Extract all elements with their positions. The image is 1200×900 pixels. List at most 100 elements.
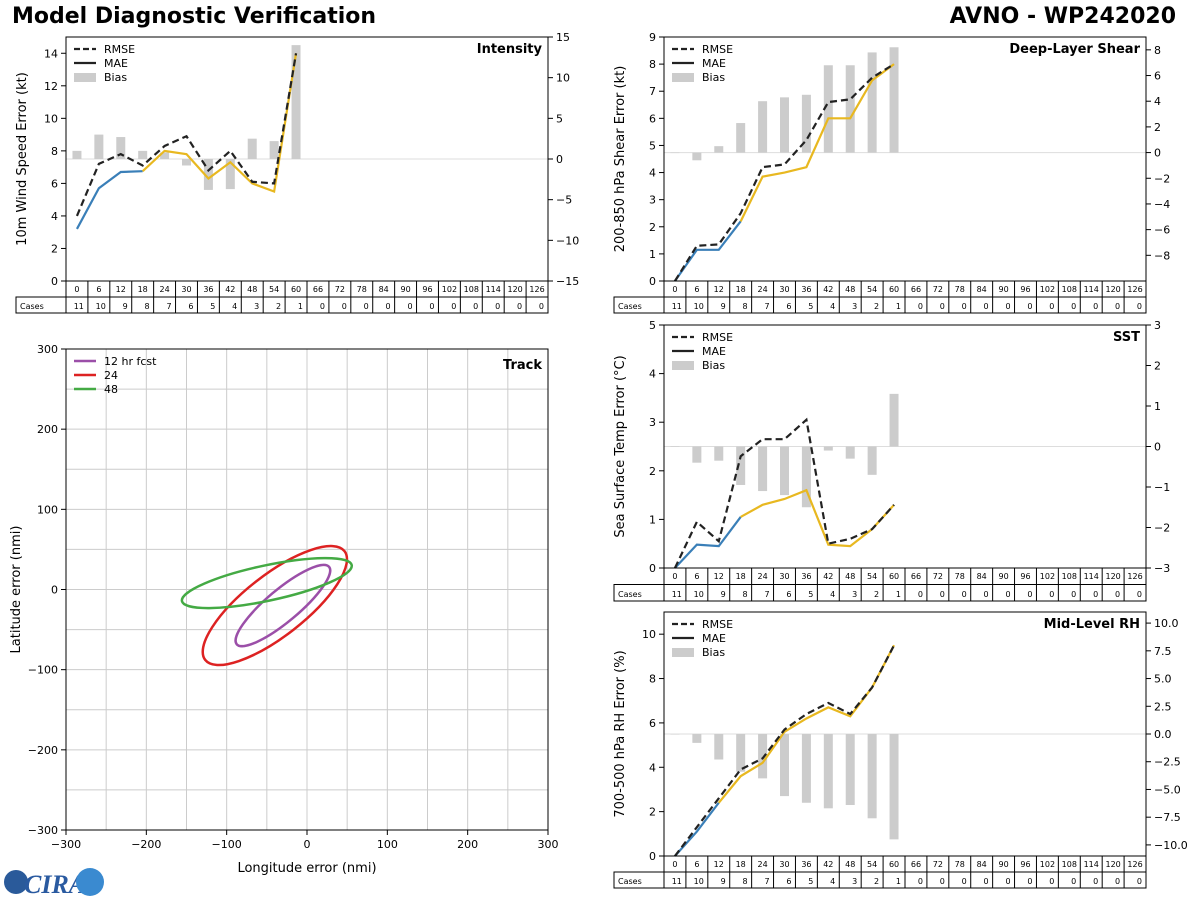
y2-tick-label: −2 <box>1154 522 1170 535</box>
x-tick-label: 66 <box>911 860 921 869</box>
cases-value: 6 <box>188 302 193 311</box>
legend-mae-label: MAE <box>702 632 726 645</box>
page-title: Model Diagnostic Verification <box>12 4 377 29</box>
chart-track: −300−300 −200 −200 −100 −100 0 0 100 100 200 200 30… <box>9 343 559 876</box>
cases-value: 0 <box>320 302 325 311</box>
cases-value: 0 <box>984 877 989 886</box>
y2-tick-label: −2 <box>1154 172 1170 185</box>
logo-text: CIRA <box>24 870 86 899</box>
cases-value: 2 <box>276 302 281 311</box>
cases-value: 7 <box>764 302 769 311</box>
y-tick-label: 12 <box>44 80 58 93</box>
x-tick-label: 108 <box>1062 572 1077 581</box>
y2-tick-label: −15 <box>556 275 579 288</box>
x-tick-label: 0 <box>74 285 79 294</box>
cases-value: 0 <box>940 590 945 599</box>
cases-value: 8 <box>145 302 150 311</box>
bias-bar <box>203 159 213 190</box>
legend-mae-label: MAE <box>702 57 726 70</box>
x-tick-label: 12 <box>714 860 724 869</box>
x-tick-label: 90 <box>998 860 1008 869</box>
x-tick-label: 102 <box>1040 285 1055 294</box>
x-tick-label: 36 <box>801 285 811 294</box>
x-tick-label: 84 <box>977 572 987 581</box>
track-ellipse <box>201 544 349 667</box>
y-axis-label: 700-500 hPa RH Error (%) <box>613 650 628 817</box>
cases-value: 9 <box>721 590 726 599</box>
bias-bar <box>780 446 789 496</box>
y2-tick-label: 4 <box>1154 95 1161 108</box>
cases-value: 0 <box>451 302 456 311</box>
cases-value: 2 <box>874 877 879 886</box>
x-tick-label: 66 <box>313 285 323 294</box>
y-tick-label: 0 <box>649 562 656 575</box>
y2-tick-label: −8 <box>1154 249 1170 262</box>
y-tick-label: 8 <box>649 673 656 686</box>
chart-title: Track <box>503 358 542 373</box>
cases-value: 9 <box>721 877 726 886</box>
y-tick-label: 5 <box>649 319 656 332</box>
cases-value: 0 <box>1027 302 1032 311</box>
x-tick-label: 48 <box>845 572 855 581</box>
y2-tick-label: 2.5 <box>1154 700 1172 713</box>
y2-tick-label: 10 <box>556 72 570 85</box>
legend-label: 24 <box>104 369 118 382</box>
cases-value: 0 <box>1137 590 1142 599</box>
cases-value: 11 <box>672 590 682 599</box>
cases-value: 3 <box>852 877 857 886</box>
y2-tick-label: −4 <box>1154 198 1170 211</box>
x-tick-label: 30 <box>779 572 789 581</box>
x-tick-label: 114 <box>1084 572 1099 581</box>
cases-value: 0 <box>940 877 945 886</box>
x-tick-label: 114 <box>1084 285 1099 294</box>
legend-rmse-label: RMSE <box>702 331 733 344</box>
bias-bar <box>801 94 811 153</box>
bias-bar <box>867 446 877 475</box>
legend-label: 48 <box>104 383 118 396</box>
x-tick-label: 90 <box>400 285 410 294</box>
mae-line-blue <box>674 220 742 282</box>
cases-value: 6 <box>786 302 791 311</box>
bias-bar <box>736 734 746 772</box>
cases-value: 0 <box>342 302 347 311</box>
bias-bar <box>225 159 235 190</box>
x-tick-label: 72 <box>933 860 943 869</box>
x-tick-label: 18 <box>736 860 746 869</box>
bias-bar <box>160 152 170 159</box>
y2-tick-label: 2 <box>1154 121 1161 134</box>
y2-tick-label: −10 <box>556 234 579 247</box>
x-tick-label: 84 <box>379 285 389 294</box>
bias-bar <box>714 146 724 153</box>
y-tick-label: 0 <box>649 850 656 863</box>
y-tick-label: 2 <box>51 242 58 255</box>
cases-value: 8 <box>743 590 748 599</box>
bias-bar <box>758 446 768 492</box>
bias-bar <box>758 734 768 779</box>
x-tick-label: 36 <box>801 572 811 581</box>
y-tick-label: 3 <box>649 416 656 429</box>
legend-bias-label: Bias <box>702 71 725 84</box>
cases-label-box <box>613 296 665 314</box>
cases-value: 1 <box>896 877 901 886</box>
cases-value: 0 <box>1071 302 1076 311</box>
cases-value: 11 <box>672 877 682 886</box>
y-tick-label: 14 <box>44 47 58 60</box>
x-tick-label: 54 <box>867 285 877 294</box>
x-tick-label: 42 <box>823 572 833 581</box>
cases-value: 0 <box>1005 302 1010 311</box>
x-tick-label: 60 <box>889 285 899 294</box>
bias-bar <box>269 141 279 159</box>
x-tick-label: 48 <box>247 285 257 294</box>
cases-value: 0 <box>407 302 412 311</box>
x-tick-label: 6 <box>694 860 699 869</box>
x-tick-label: 126 <box>1127 285 1142 294</box>
y-axis-label: 10m Wind Speed Error (kt) <box>15 72 30 246</box>
x-tick-label: 120 <box>1105 572 1120 581</box>
cases-value: 4 <box>830 590 835 599</box>
x-tick-label: 96 <box>1020 572 1030 581</box>
y2-tick-label: −1 <box>1154 481 1170 494</box>
x-tick-label: 24 <box>757 860 767 869</box>
bias-bar <box>889 393 899 447</box>
cases-value: 0 <box>1027 877 1032 886</box>
legend-label: 12 hr fcst <box>104 355 157 368</box>
